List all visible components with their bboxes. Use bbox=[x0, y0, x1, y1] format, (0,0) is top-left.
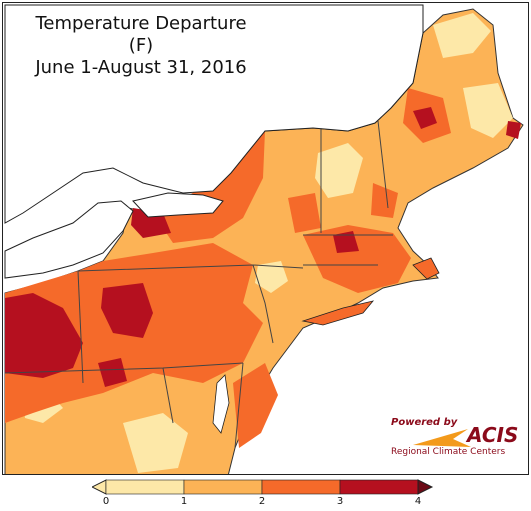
departure-3-4-area bbox=[333, 231, 359, 253]
departure-2-3-area bbox=[371, 183, 398, 218]
legend-bin-3-4 bbox=[339, 479, 419, 495]
legend-tick: 0 bbox=[102, 496, 110, 507]
cape-cod bbox=[412, 257, 440, 280]
legend-tick: 1 bbox=[180, 496, 188, 507]
great-lakes bbox=[132, 192, 224, 218]
departure-0-1-area bbox=[123, 413, 188, 473]
legend-bin-0-1 bbox=[105, 479, 185, 495]
long-island bbox=[301, 300, 375, 326]
great-lakes bbox=[4, 200, 134, 279]
legend-arrow-high bbox=[417, 479, 434, 495]
legend-bin-1-2 bbox=[183, 479, 263, 495]
departure-0-1-area bbox=[463, 83, 513, 138]
departure-0-1-area bbox=[315, 143, 363, 198]
rcc-label: Regional Climate Centers bbox=[391, 447, 506, 457]
departure-0-1-area bbox=[255, 261, 288, 293]
departure-3-4-area bbox=[98, 358, 127, 387]
map-panel: Temperature Departure (F) June 1-August … bbox=[2, 2, 529, 475]
acis-logo-text: ACIS bbox=[467, 423, 519, 447]
title-line-2: June 1-August 31, 2016 bbox=[35, 57, 247, 78]
powered-by-label: Powered by bbox=[391, 417, 458, 428]
map-title: Temperature Departure (F) June 1-August … bbox=[31, 13, 251, 79]
departure-2-3-area bbox=[233, 363, 278, 448]
departure-0-1-area bbox=[433, 13, 491, 58]
departure-3-4-area bbox=[413, 107, 437, 129]
departure-2-3-area bbox=[303, 225, 411, 293]
state-borders bbox=[4, 120, 393, 449]
departure-3-4-area bbox=[506, 121, 521, 139]
legend-arrow-low bbox=[92, 479, 107, 495]
departure-2-3-area bbox=[288, 193, 321, 233]
acis-credit: Powered by ACIS Regional Climate Centers bbox=[385, 417, 519, 461]
legend-tick: 3 bbox=[336, 496, 344, 507]
departure-3-4-area bbox=[101, 283, 153, 338]
temperature-departure-map bbox=[4, 4, 524, 474]
legend-colorbar bbox=[92, 479, 434, 495]
color-legend: 0 1 2 3 4 bbox=[92, 479, 437, 509]
title-line-1: Temperature Departure (F) bbox=[35, 13, 247, 56]
departure-3-4-area bbox=[5, 293, 83, 378]
acis-swoosh-icon bbox=[413, 429, 471, 447]
legend-tick: 2 bbox=[258, 496, 266, 507]
canada-region bbox=[4, 4, 424, 224]
chesapeake-bay bbox=[212, 374, 230, 434]
legend-tick: 4 bbox=[414, 496, 422, 507]
legend-bin-2-3 bbox=[261, 479, 341, 495]
